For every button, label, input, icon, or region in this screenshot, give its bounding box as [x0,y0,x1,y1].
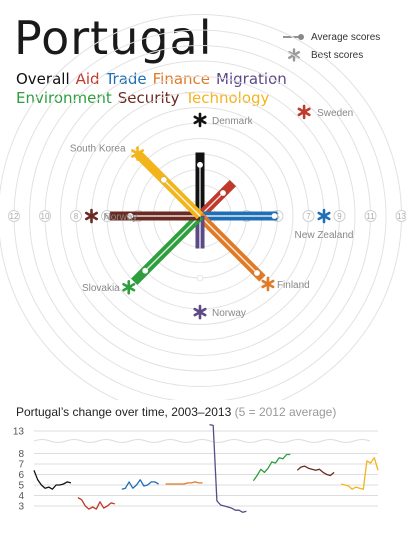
ring-label-left-8: 8 [70,210,82,222]
average-marker-security [126,212,200,220]
ring-label-right-9: 9 [333,210,346,222]
spoke-migration [195,216,205,282]
average-marker-finance [199,215,261,277]
best-marker-migration: Norway [193,304,246,320]
trend-tick-3: 3 [18,502,24,513]
trend-tick-7: 7 [18,460,24,471]
trend-tick-6: 6 [18,470,24,481]
trend-line-environment [252,453,291,482]
svg-text:13: 13 [397,212,406,221]
radar-spokes [110,150,278,285]
spoke-trade [200,211,278,221]
average-marker-trade [200,212,278,220]
svg-text:11: 11 [366,212,375,221]
category-legend-row-1: Overall Aid Trade Finance Migration [16,70,293,88]
svg-text:5: 5 [275,212,280,221]
trend-line-overall [33,470,72,490]
best-label-migration: Norway [212,308,246,319]
ring-label-right-7: 7 [302,210,315,222]
svg-text:10: 10 [41,212,50,221]
trend-line-technology [340,457,379,490]
best-label-finance: Finland [277,280,310,291]
trend-line-trade [121,479,159,490]
trend-title-note: (5 = 2012 average) [234,405,337,419]
ring-label-left-10: 10 [39,210,51,222]
trend-tick-13: 13 [13,427,25,438]
trend-title-text: Portugal’s change over time, 2003–2013 [16,405,232,419]
best-marker-finance: Finland [261,276,310,292]
spoke-aid [196,179,237,220]
spoke-finance [196,212,266,282]
page-title: Portugal [14,11,213,65]
legend-best-label: Best scores [311,49,364,61]
trend-line-security [296,465,335,477]
average-marker-overall [196,161,204,216]
best-marker-technology: South Korea [70,144,145,161]
best-label-environment: Slovakia [82,283,120,294]
trend-series [33,423,379,513]
category-aid: Aid [75,70,100,88]
svg-text:12: 12 [10,212,19,221]
ring-label-right-11: 11 [364,210,377,222]
trend-chart-title: Portugal’s change over time, 2003–2013 (… [16,405,336,419]
best-label-aid: Sweden [317,108,353,119]
ring-label-left-12: 12 [8,210,20,222]
trend-line-aid [77,497,115,510]
best-marker-aid: Sweden [297,104,353,120]
ring-label-right-13: 13 [395,210,406,222]
svg-text:6: 6 [105,212,110,221]
axis-break [33,439,371,443]
trend-tick-8: 8 [18,449,24,460]
trend-line-finance [165,481,203,485]
best-label-technology: South Korea [70,144,126,155]
category-finance: Finance [152,70,211,88]
spoke-overall [195,152,205,216]
best-marker-security: Norway [85,208,138,224]
svg-text:7: 7 [306,212,311,221]
spoke-technology [134,150,204,220]
best-markers: Denmark Sweden New Zealand Finland Norway Slo… [70,104,354,320]
best-marker-overall: Denmark [193,112,254,128]
average-marker-environment [141,215,201,275]
trend-gridlines [33,430,378,507]
spoke-security [110,211,200,221]
spoke-environment [131,212,204,285]
best-label-overall: Denmark [212,116,254,127]
average-marker-technology [160,176,201,217]
category-migration: Migration [216,70,287,88]
average-marker-migration [196,216,204,282]
category-technology: Technology [185,89,270,107]
legend-average-label: Average scores [311,31,381,43]
best-label-trade: New Zealand [295,230,354,241]
best-marker-trade: New Zealand [295,208,354,241]
best-marker-environment: Slovakia [82,279,136,295]
trend-line-migration [209,423,247,513]
trend-tick-4: 4 [18,491,24,502]
trend-tick-5: 5 [18,481,24,492]
svg-text:9: 9 [337,212,342,221]
svg-text:8: 8 [74,212,79,221]
best-label-security: Norway [104,212,138,223]
